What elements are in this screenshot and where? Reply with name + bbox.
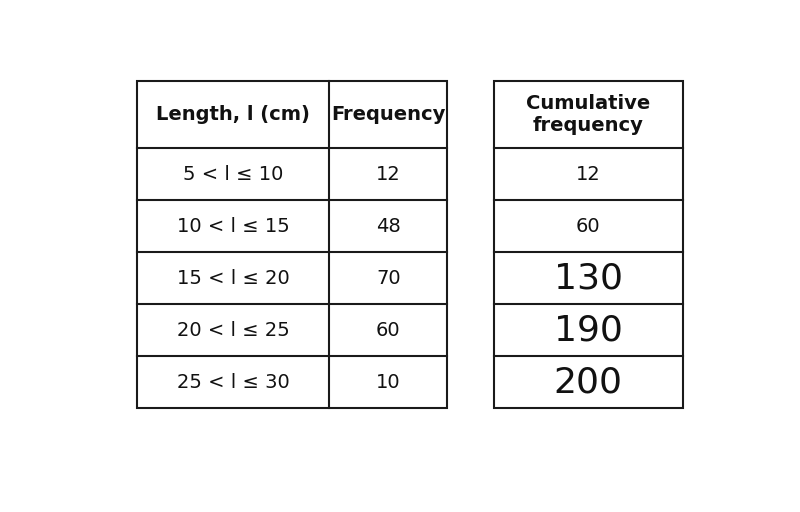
Text: 60: 60 [376,321,401,340]
Text: 60: 60 [576,217,601,236]
Text: 200: 200 [554,366,622,399]
Text: Frequency: Frequency [331,105,446,124]
Text: 20 < l ≤ 25: 20 < l ≤ 25 [177,321,290,340]
Bar [138,81,447,409]
Text: 10 < l ≤ 15: 10 < l ≤ 15 [177,217,290,236]
Text: 130: 130 [554,261,622,295]
Text: 25 < l ≤ 30: 25 < l ≤ 30 [177,373,290,392]
Bar [494,81,682,409]
Text: 15 < l ≤ 20: 15 < l ≤ 20 [177,269,290,288]
Text: 12: 12 [576,165,601,184]
Text: 5 < l ≤ 10: 5 < l ≤ 10 [183,165,283,184]
Text: Length, l (cm): Length, l (cm) [156,105,310,124]
Text: 12: 12 [376,165,401,184]
Text: 70: 70 [376,269,401,288]
Text: Cumulative
frequency: Cumulative frequency [526,94,650,135]
Text: 48: 48 [376,217,401,236]
Text: 190: 190 [554,313,622,347]
Text: 10: 10 [376,373,401,392]
